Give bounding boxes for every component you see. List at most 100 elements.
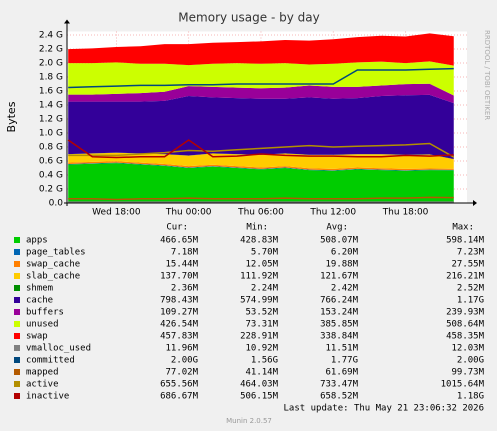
y-tick-label: 0.0 (49, 199, 64, 209)
legend-stat: 1.18G (457, 392, 484, 402)
x-tick-label: Thu 18:00 (382, 208, 429, 218)
legend-stat: 111.92M (240, 272, 279, 282)
legend-label: swap (26, 332, 48, 342)
y-tick-label: 2.2 G (39, 45, 63, 55)
chart-title: Memory usage - by day (178, 11, 319, 25)
legend-label: active (26, 380, 59, 390)
legend-stat: 2.42M (331, 284, 359, 294)
legend-stat: 77.02M (165, 368, 198, 378)
legend-stat: 655.56M (160, 380, 199, 390)
legend-stat: 508.64M (446, 320, 485, 330)
x-tick-label: Thu 12:00 (309, 208, 356, 218)
legend-stat: 239.93M (446, 308, 485, 318)
x-tick-label: Wed 18:00 (92, 208, 141, 218)
last-update: Last update: Thu May 21 23:06:32 2026 (284, 404, 484, 414)
legend-stat: 658.52M (320, 392, 359, 402)
axis-arrow (473, 200, 477, 206)
area (68, 94, 454, 159)
y-tick-label: 2.0 G (39, 59, 63, 69)
legend-swatch (14, 393, 20, 399)
legend-swatch (14, 357, 20, 363)
legend-label: mapped (26, 368, 59, 378)
legend-stat: 2.36M (171, 284, 199, 294)
y-tick-label: 1.8 G (39, 73, 63, 83)
legend-swatch (14, 261, 20, 267)
area (68, 33, 454, 66)
legend-stat: 27.55M (451, 260, 484, 270)
legend-stat: 99.73M (451, 368, 484, 378)
legend-label: committed (26, 356, 75, 366)
legend-label: slab_cache (26, 272, 80, 282)
legend-swatch (14, 369, 20, 375)
legend-swatch (14, 321, 20, 327)
legend-label: cache (26, 296, 53, 306)
legend-swatch (14, 237, 20, 243)
line (68, 67, 454, 89)
legend-stat: 426.54M (160, 320, 199, 330)
legend-stat: 228.91M (240, 332, 279, 342)
legend-stat: 53.52M (245, 308, 278, 318)
legend-stat: 457.83M (160, 332, 199, 342)
line (68, 142, 455, 158)
legend-stat: 19.88M (325, 260, 358, 270)
y-axis-label: Bytes (5, 101, 18, 132)
y-tick-label: 0.2 G (39, 185, 63, 195)
legend-stat: 385.85M (320, 320, 359, 330)
legend-stat: 12.05M (245, 260, 278, 270)
y-tick-label: 1.0 G (39, 129, 63, 139)
y-tick-label: 1.2 G (39, 115, 63, 125)
legend-stat: 506.15M (240, 392, 279, 402)
legend-swatch (14, 333, 20, 339)
legend-stat: 12.03M (451, 344, 484, 354)
legend-stat: 11.51M (325, 344, 358, 354)
legend-swatch (14, 285, 20, 291)
legend-stat: 428.83M (240, 236, 279, 246)
legend-header: Avg: (326, 223, 348, 233)
legend-stat: 73.31M (245, 320, 278, 330)
legend-label: vmalloc_used (26, 344, 91, 354)
legend-label: apps (26, 236, 48, 246)
legend-stat: 41.14M (245, 368, 278, 378)
legend-stat: 15.44M (165, 260, 198, 270)
legend-stat: 7.18M (171, 248, 199, 258)
y-tick-label: 0.8 G (39, 143, 63, 153)
legend-stat: 508.07M (320, 236, 359, 246)
legend-stat: 2.00G (171, 356, 198, 366)
legend-swatch (14, 309, 20, 315)
legend-stat: 464.03M (240, 380, 279, 390)
legend-swatch (14, 381, 20, 387)
legend-swatch (14, 249, 20, 255)
legend-stat: 153.24M (320, 308, 359, 318)
legend-header: Max: (452, 223, 474, 233)
legend-swatch (14, 273, 20, 279)
legend-stat: 109.27M (160, 308, 199, 318)
legend-stat: 574.99M (240, 296, 279, 306)
legend-label: inactive (26, 392, 69, 402)
line (68, 196, 454, 201)
y-tick-label: 0.6 G (39, 157, 63, 167)
legend-stat: 1.56G (251, 356, 278, 366)
area (68, 162, 454, 171)
legend-swatch (14, 297, 20, 303)
legend-stat: 1.77G (331, 356, 358, 366)
legend-stat: 5.70M (251, 248, 279, 258)
axis-arrow (64, 19, 70, 24)
legend-stat: 121.67M (320, 272, 359, 282)
y-tick-label: 1.4 G (39, 101, 63, 111)
plot: 0.0 0.2 G 0.4 G 0.6 G 0.8 G 1.0 G 1.2 G 1.4 G 1.… (14, 19, 485, 402)
legend-swatch (14, 345, 20, 351)
legend-stat: 598.14M (446, 236, 485, 246)
area (68, 161, 454, 171)
legend-stat: 1.17G (457, 296, 484, 306)
side-text: RRDTOOL / TOBI OETIKER (483, 30, 491, 120)
legend-stat: 686.67M (160, 392, 199, 402)
area (68, 163, 454, 203)
y-tick-label: 2.4 G (39, 31, 63, 41)
legend-stat: 766.24M (320, 296, 359, 306)
footer: Munin 2.0.57 (226, 417, 272, 425)
legend-stat: 216.21M (446, 272, 485, 282)
area (68, 83, 454, 104)
legend-stat: 6.20M (331, 248, 359, 258)
legend-stat: 2.52M (457, 284, 485, 294)
legend-stat: 10.92M (245, 344, 278, 354)
